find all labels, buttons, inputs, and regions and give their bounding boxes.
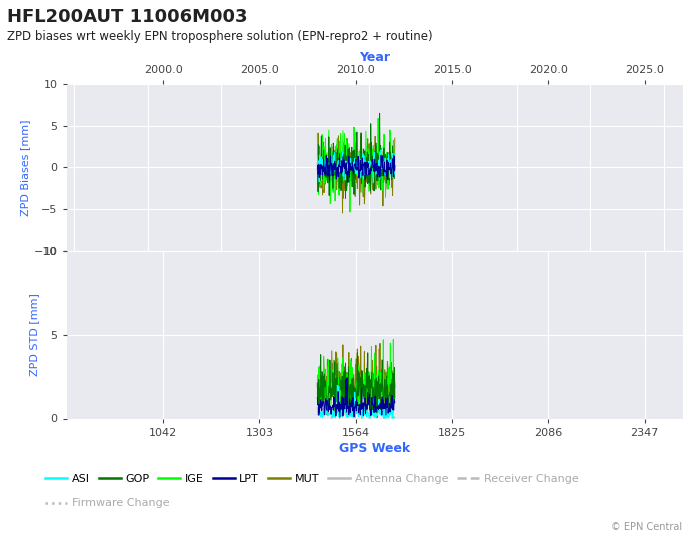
X-axis label: GPS Week: GPS Week [339, 442, 410, 455]
X-axis label: Year: Year [359, 51, 390, 64]
Y-axis label: ZPD Biases [mm]: ZPD Biases [mm] [20, 119, 30, 215]
Text: ZPD biases wrt weekly EPN troposphere solution (EPN-repro2 + routine): ZPD biases wrt weekly EPN troposphere so… [7, 30, 433, 43]
Y-axis label: ZPD STD [mm]: ZPD STD [mm] [29, 293, 39, 376]
Text: © EPN Central: © EPN Central [611, 522, 682, 532]
Text: HFL200AUT 11006M003: HFL200AUT 11006M003 [7, 8, 248, 26]
Legend: Firmware Change: Firmware Change [41, 494, 174, 513]
Legend: ASI, GOP, IGE, LPT, MUT, Antenna Change, Receiver Change: ASI, GOP, IGE, LPT, MUT, Antenna Change,… [41, 470, 583, 489]
